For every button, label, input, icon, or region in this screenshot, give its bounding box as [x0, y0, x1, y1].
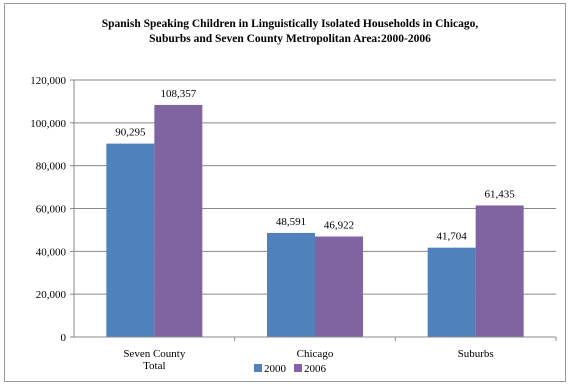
data-label-2006: 108,357 — [160, 88, 196, 100]
x-category-label: Suburbs — [458, 348, 494, 360]
legend-swatch-2006 — [294, 364, 302, 372]
y-tick-label: 0 — [61, 332, 67, 344]
bar-2000 — [106, 143, 155, 337]
x-category-label: Total — [143, 360, 165, 372]
data-label-2006: 61,435 — [485, 188, 516, 200]
y-tick-label: 40,000 — [36, 246, 67, 258]
data-label-2006: 46,922 — [324, 220, 354, 232]
x-category-label: Seven County — [123, 348, 186, 360]
data-label-2000: 90,295 — [115, 127, 146, 139]
y-tick-label: 20,000 — [36, 289, 67, 301]
legend-label-2000: 2000 — [264, 363, 287, 375]
bar-2000 — [427, 247, 476, 337]
y-tick-label: 60,000 — [36, 204, 67, 216]
bar-2000 — [267, 232, 315, 337]
legend-swatch-2000 — [254, 364, 262, 372]
y-tick-label: 120,000 — [30, 75, 66, 87]
x-category-label: Chicago — [297, 348, 334, 360]
legend-label-2006: 2006 — [304, 363, 327, 375]
data-label-2000: 41,704 — [437, 231, 468, 243]
data-label-2000: 48,591 — [276, 216, 306, 228]
chart-title-line-2: Suburbs and Seven County Metropolitan Ar… — [149, 33, 431, 45]
chart-title-line-1: Spanish Speaking Children in Linguistica… — [102, 18, 479, 30]
bar-2006 — [315, 236, 363, 337]
y-tick-label: 100,000 — [30, 118, 66, 130]
bar-2006 — [154, 104, 203, 337]
y-tick-label: 80,000 — [36, 161, 67, 173]
bar-2006 — [475, 205, 524, 337]
